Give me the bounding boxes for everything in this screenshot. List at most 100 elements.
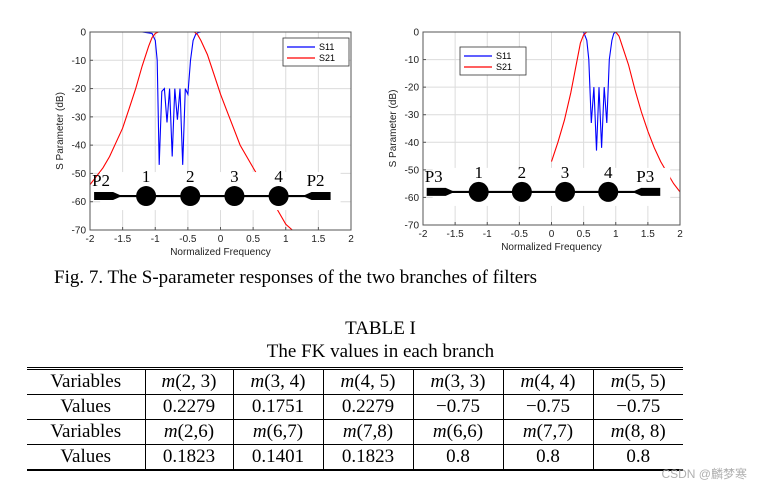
resonator-node	[180, 186, 201, 207]
legend-box	[459, 46, 527, 76]
table-cell: m(6,7)	[232, 419, 324, 445]
legend-label-s11: S11	[496, 51, 511, 61]
table-row: Values 0.1823 0.1401 0.1823 0.8 0.8 0.8	[27, 444, 683, 471]
resonator-label: 2	[518, 163, 527, 182]
port-arrow	[632, 187, 661, 196]
table-subtitle: The FK values in each branch	[266, 341, 495, 362]
y-tick-label: -10	[405, 55, 420, 66]
x-tick-label: 0.5	[246, 234, 260, 245]
table-cell: −0.75	[502, 394, 594, 420]
y-tick-label: 0	[413, 28, 419, 39]
inset-background	[432, 167, 671, 206]
y-tick-label: -70	[405, 221, 420, 232]
x-tick-label: -1.5	[114, 234, 132, 245]
table-row: Variables m(2,6) m(6,7) m(7,8) m(6,6) m(7,7) m…	[27, 419, 683, 445]
table-cell: 0.2279	[322, 394, 414, 420]
series-group	[90, 32, 351, 230]
table-cell: −0.75	[592, 394, 683, 420]
table-cell: 0.1401	[232, 444, 324, 471]
x-tick-label: 2	[677, 229, 683, 240]
x-tick-label: 0.5	[577, 229, 591, 240]
table-cell: m(2,6)	[144, 419, 234, 445]
x-tick-label: -0.5	[511, 229, 529, 240]
x-tick-label: -2	[86, 234, 95, 245]
resonator-label: 2	[186, 167, 195, 186]
resonator-label: 4	[604, 163, 613, 182]
resonator-node	[136, 186, 157, 207]
legend-label-s21: S21	[496, 62, 512, 72]
table-cell: m(8, 8)	[592, 419, 683, 445]
resonator-label: 3	[230, 167, 239, 186]
x-tick-label: 1.5	[641, 229, 655, 240]
table-cell: m(3, 4)	[232, 367, 324, 395]
table-title: TABLE I	[345, 318, 416, 339]
y-tick-label: 0	[80, 28, 86, 39]
table-cell: 0.2279	[144, 394, 234, 420]
resonator-label: 1	[142, 167, 151, 186]
table-cell: 0.8	[412, 444, 504, 471]
y-tick-label: -20	[405, 83, 420, 94]
row-header-cell: Variables	[27, 367, 146, 395]
legend-box	[282, 37, 350, 67]
inset-background	[100, 172, 341, 211]
y-tick-label: -40	[405, 138, 420, 149]
topology-inset: P2 P2 1 2 3 4	[92, 167, 341, 211]
y-tick-label: -20	[72, 84, 87, 95]
watermark: CSDN @麟梦寒	[661, 467, 747, 481]
port-label: P2	[307, 171, 325, 190]
y-tick-label: -60	[405, 193, 420, 204]
s-parameter-plot-p2: P2 P2 1 2 3 4 -2 -1.5 -1 -0.5 0 0.5 1 1.5 2 0 -10 -20 -30 -…	[30, 0, 370, 265]
table-cell: m(4, 4)	[502, 367, 594, 395]
table-row: Variables m(2, 3) m(3, 4) m(4, 5) m(3, 3) m(4…	[27, 367, 683, 395]
x-tick-label: -2	[419, 229, 428, 240]
y-tick-label: -30	[72, 112, 87, 123]
s-parameter-chart-p2: P2 P2 1 2 3 4 -2 -1.5 -1 -0.5 0 0.5 1 1.5 2 0 -10 -20 -30 -…	[55, 28, 354, 259]
row-header-cell: Values	[27, 444, 146, 471]
y-tick-label: -50	[72, 169, 87, 180]
x-axis-label: Normalized Frequency	[170, 247, 271, 258]
x-tick-label: 1	[613, 229, 619, 240]
port-arrow	[426, 187, 455, 196]
port-arrow	[94, 192, 123, 201]
resonator-node	[468, 181, 489, 202]
table-cell: m(7,7)	[502, 419, 594, 445]
table-cell: 0.8	[592, 444, 683, 471]
x-tick-label: 0	[549, 229, 555, 240]
resonator-node	[224, 186, 245, 207]
table-cell: m(4, 5)	[322, 367, 414, 395]
figure-caption: Fig. 7. The S-parameter responses of the…	[54, 267, 537, 288]
legend-label-s21: S21	[319, 53, 335, 63]
resonator-node	[511, 181, 532, 202]
y-tick-label: -40	[72, 141, 87, 152]
table-cell: m(7,8)	[322, 419, 414, 445]
y-axis-label: S Parameter (dB)	[55, 92, 66, 170]
series-line-s21	[90, 32, 294, 230]
resonator-node	[598, 181, 619, 202]
x-tick-label: -0.5	[179, 234, 197, 245]
x-tick-label: 1	[283, 234, 289, 245]
table-cell: 0.1823	[322, 444, 414, 471]
y-tick-label: -30	[405, 110, 420, 121]
row-header-cell: Variables	[27, 419, 146, 445]
resonator-label: 3	[561, 163, 570, 182]
x-tick-label: 2	[348, 234, 354, 245]
table-cell: 0.1751	[232, 394, 324, 420]
table-cell: −0.75	[412, 394, 504, 420]
y-tick-label: -70	[72, 226, 87, 237]
fk-values-table: Variables m(2, 3) m(3, 4) m(4, 5) m(3, 3) m(4…	[27, 367, 683, 471]
topology-inset: P3 P3 1 2 3 4	[425, 163, 671, 206]
legend-label-s11: S11	[319, 42, 334, 52]
x-axis-label: Normalized Frequency	[501, 242, 602, 253]
x-tick-label: -1	[151, 234, 160, 245]
port-label: P3	[636, 167, 654, 186]
x-tick-label: 1.5	[311, 234, 325, 245]
port-arrow	[302, 192, 331, 201]
table-cell: m(2, 3)	[144, 367, 234, 395]
table-row: Values 0.2279 0.1751 0.2279 −0.75 −0.75 −0.75	[27, 394, 683, 420]
x-tick-label: 0	[218, 234, 224, 245]
y-tick-label: -50	[405, 165, 420, 176]
series-line-s21	[550, 32, 680, 193]
table-cell: m(5, 5)	[592, 367, 683, 395]
